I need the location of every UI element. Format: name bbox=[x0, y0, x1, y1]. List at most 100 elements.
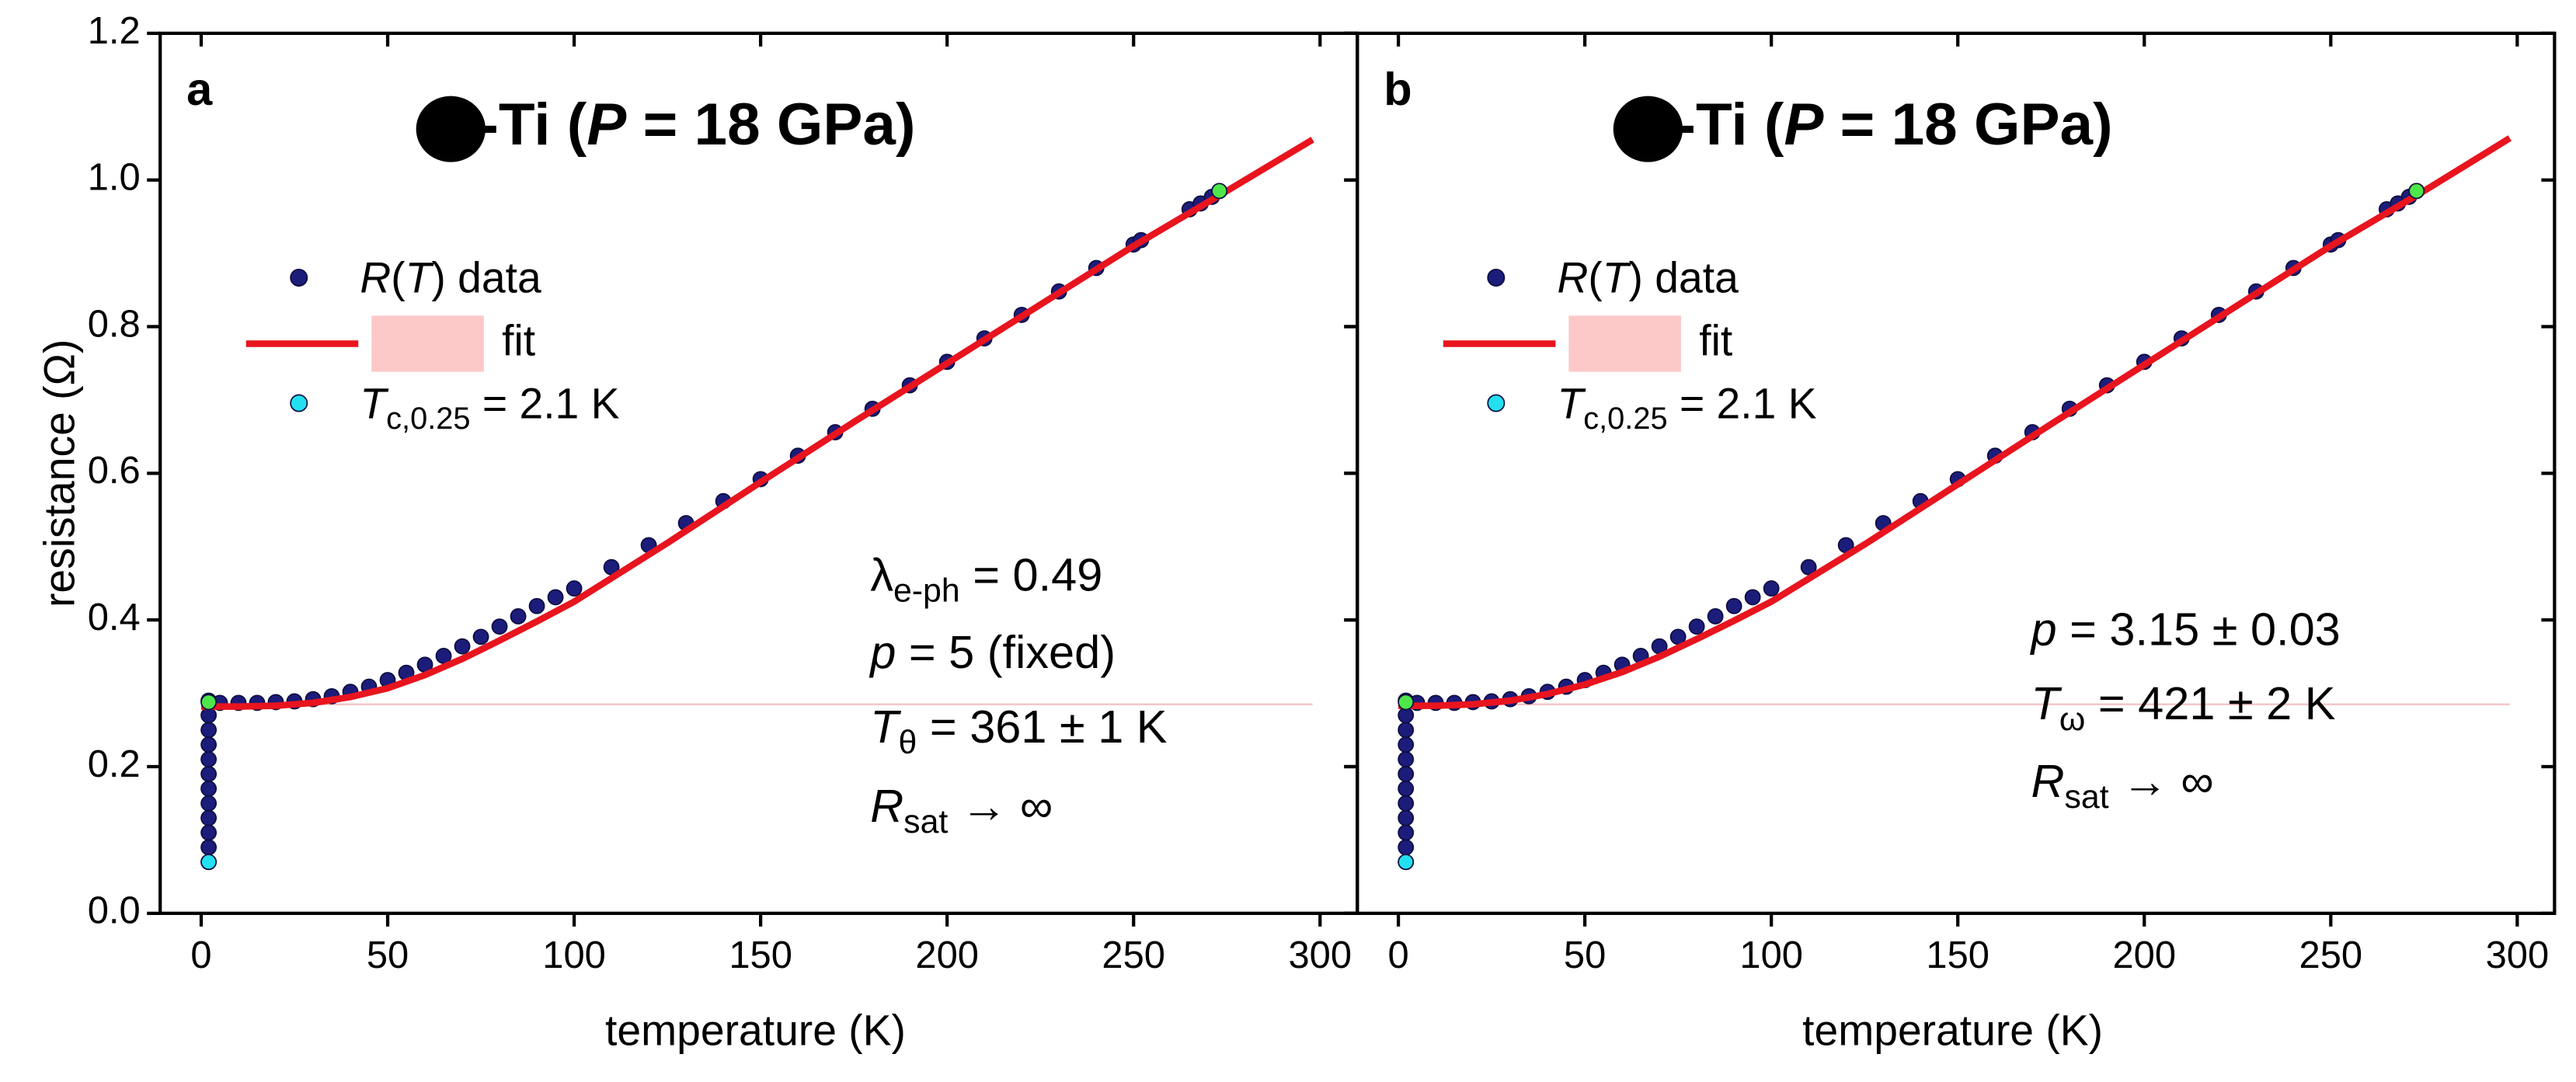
x-tick-label: 300 bbox=[2486, 934, 2550, 976]
y-tick-label: 0.6 bbox=[88, 450, 141, 492]
annotation-part: p bbox=[2030, 603, 2057, 655]
x-tick-label: 250 bbox=[2299, 934, 2363, 976]
annotation-part: = 361 ± 1 K bbox=[917, 701, 1167, 753]
annotation-part: sat bbox=[903, 803, 948, 840]
annotation-part: = 3.15 ± 0.03 bbox=[2057, 603, 2341, 655]
legend-marker bbox=[290, 394, 308, 412]
data-point bbox=[1398, 736, 1415, 753]
legend-label: R(T) data bbox=[1557, 253, 1739, 301]
legend-label-part: ( bbox=[1588, 253, 1603, 301]
legend-label: fit bbox=[502, 316, 535, 364]
legend-label: R(T) data bbox=[360, 253, 541, 301]
x-tick-label: 100 bbox=[542, 934, 606, 976]
chart-title-part: = 18 GPa) bbox=[626, 92, 915, 158]
y-tick-label: 1.2 bbox=[88, 10, 141, 52]
annotation: Rsat → ∞ bbox=[2031, 755, 2214, 816]
annotation: p = 5 (fixed) bbox=[869, 626, 1116, 678]
legend-label-part: T bbox=[1603, 253, 1632, 301]
annotation-part: → ∞ bbox=[2109, 755, 2214, 807]
x-tick-label: 0 bbox=[190, 934, 211, 976]
legend-label-part: T bbox=[406, 253, 435, 301]
annotation-part: R bbox=[2031, 755, 2065, 807]
panel-label: b bbox=[1384, 63, 1412, 115]
data-point bbox=[200, 766, 218, 782]
annotation-part: θ bbox=[899, 724, 917, 761]
chart-title-part: -Ti ( bbox=[1676, 92, 1784, 158]
x-tick-label: 100 bbox=[1739, 934, 1803, 976]
chart-title: -Ti (P = 18 GPa) bbox=[1676, 92, 2113, 158]
data-point bbox=[200, 824, 218, 841]
data-point bbox=[200, 780, 218, 797]
legend-label: Tc,0.25 = 2.1 K bbox=[1557, 379, 1816, 436]
y-axis-label: resistance (Ω) bbox=[35, 339, 83, 607]
x-tick-label: 200 bbox=[2112, 934, 2176, 976]
legend-marker bbox=[1487, 268, 1506, 287]
annotation: Rsat → ∞ bbox=[870, 780, 1053, 841]
legend-label-part: = 2.1 K bbox=[1668, 379, 1817, 427]
annotation-part: T bbox=[2031, 677, 2063, 729]
legend-label-part: c,0.25 bbox=[1583, 401, 1667, 435]
data-point bbox=[200, 839, 218, 856]
chart-title-part: P bbox=[1784, 92, 1824, 158]
legend-label-part: ) data bbox=[1629, 253, 1739, 301]
data-point bbox=[566, 580, 583, 597]
x-axis-label: temperature (K) bbox=[1802, 1007, 2103, 1055]
data-point bbox=[1211, 183, 1228, 200]
annotation-part: R bbox=[870, 780, 903, 832]
data-point bbox=[510, 608, 527, 624]
x-tick-label: 50 bbox=[1564, 934, 1606, 976]
data-point bbox=[454, 638, 471, 655]
data-point bbox=[1744, 589, 1761, 606]
legend-marker bbox=[290, 268, 308, 287]
annotation-part: T bbox=[870, 701, 901, 753]
annotation-part: e-ph bbox=[893, 572, 960, 610]
x-tick-label: 200 bbox=[915, 934, 979, 976]
redacted-mark bbox=[416, 96, 486, 162]
chart-title: -Ti (P = 18 GPa) bbox=[479, 92, 915, 158]
fit-line bbox=[1398, 135, 2512, 709]
annotation-part: ω bbox=[2059, 701, 2085, 738]
data-point bbox=[200, 722, 218, 739]
data-point bbox=[200, 751, 218, 767]
data-point bbox=[1398, 694, 1415, 711]
data-point bbox=[1398, 839, 1415, 856]
x-tick-label: 0 bbox=[1387, 934, 1408, 976]
legend-label: Tc,0.25 = 2.1 K bbox=[360, 379, 619, 436]
data-point bbox=[200, 795, 218, 812]
data-point bbox=[1398, 809, 1415, 826]
chart-title-part: P bbox=[587, 92, 627, 158]
x-tick-label: 150 bbox=[1926, 934, 1989, 976]
legend-label-part: fit bbox=[502, 316, 535, 364]
annotation: Tω = 421 ± 2 K bbox=[2031, 677, 2336, 739]
legend-label: fit bbox=[1699, 316, 1732, 364]
annotation-part: = 421 ± 2 K bbox=[2085, 677, 2335, 729]
data-point bbox=[1763, 580, 1780, 597]
data-point bbox=[1398, 795, 1415, 812]
data-point bbox=[1688, 618, 1705, 635]
data-point bbox=[1398, 751, 1415, 767]
legend-label-part: fit bbox=[1699, 316, 1732, 364]
legend-label-part: ( bbox=[391, 253, 406, 301]
redacted-mark bbox=[1613, 96, 1683, 162]
data-point bbox=[200, 809, 218, 826]
data-point bbox=[200, 736, 218, 753]
annotation-part: p bbox=[869, 626, 896, 678]
legend-label-part: R bbox=[360, 253, 391, 301]
data-point bbox=[200, 694, 218, 711]
data-point bbox=[1725, 597, 1742, 614]
legend-label-part: = 2.1 K bbox=[471, 379, 620, 427]
redacted-box bbox=[1568, 315, 1681, 372]
y-tick-label: 0.2 bbox=[88, 743, 141, 785]
data-point bbox=[1707, 608, 1724, 624]
data-point bbox=[1398, 780, 1415, 797]
data-point bbox=[1398, 722, 1415, 739]
panel-label: a bbox=[186, 63, 213, 115]
annotation-part: → ∞ bbox=[948, 780, 1053, 832]
legend-label-part: T bbox=[360, 379, 389, 427]
annotation: Tθ = 361 ± 1 K bbox=[870, 701, 1168, 762]
annotation: λe-ph = 0.49 bbox=[870, 548, 1102, 610]
data-point bbox=[1398, 854, 1415, 871]
y-tick-label: 0.0 bbox=[88, 890, 141, 932]
x-axis-label: temperature (K) bbox=[605, 1007, 906, 1055]
y-tick-label: 0.8 bbox=[88, 303, 141, 345]
